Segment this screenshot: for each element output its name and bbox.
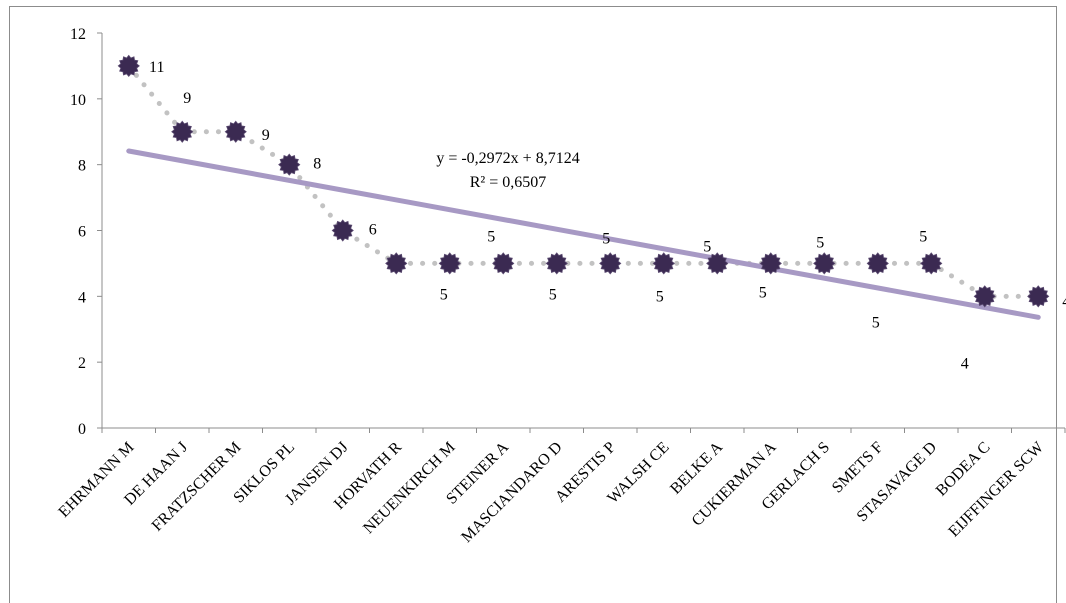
- category-label: NEUENKIRCH M: [360, 439, 458, 537]
- category-label: EIJFFINGER SCW: [945, 438, 1047, 540]
- series-line: [126, 63, 1041, 299]
- data-label: 5: [872, 314, 880, 331]
- data-label: 5: [816, 234, 824, 251]
- trendline-group: [126, 148, 1041, 320]
- y-axis-ticks: 0 2 4 6 8 10 12: [70, 26, 102, 438]
- data-point: [545, 252, 568, 275]
- data-point: [331, 219, 354, 242]
- data-label: 5: [703, 238, 711, 255]
- data-point: [171, 120, 194, 143]
- y-tick-label: 2: [78, 355, 86, 372]
- data-point: [813, 252, 836, 275]
- y-tick-label: 6: [78, 224, 86, 241]
- y-tick-label: 0: [78, 421, 86, 438]
- data-label: 5: [549, 286, 557, 303]
- category-label: FRATZSCHER M: [149, 439, 245, 535]
- data-point: [599, 252, 622, 275]
- data-point: [492, 252, 515, 275]
- data-point: [385, 252, 408, 275]
- data-point: [278, 153, 301, 176]
- trendline-r-squared: R² = 0,6507: [470, 174, 547, 191]
- data-labels: 1199865555555555544: [149, 59, 1066, 372]
- data-label: 5: [656, 288, 664, 305]
- data-point: [117, 54, 140, 78]
- data-label: 5: [487, 228, 495, 245]
- chart-frame: [9, 6, 1057, 603]
- data-label: 6: [369, 222, 377, 239]
- category-label: MASCIANDARO D: [458, 439, 565, 546]
- trendline-equation: y = -0,2972x + 8,7124: [436, 150, 579, 167]
- data-point: [920, 252, 943, 275]
- y-tick-label: 4: [78, 289, 86, 306]
- data-label: 9: [183, 90, 191, 107]
- data-point: [973, 285, 996, 308]
- data-label: 5: [440, 286, 448, 303]
- data-point: [438, 252, 461, 275]
- data-label: 5: [919, 228, 927, 245]
- data-point: [652, 252, 675, 275]
- data-label: 11: [149, 59, 164, 76]
- y-tick-label: 12: [70, 26, 86, 43]
- data-label: 9: [262, 127, 270, 144]
- data-point: [1027, 285, 1050, 308]
- data-label: 4: [1062, 293, 1066, 310]
- data-label: 4: [961, 355, 969, 372]
- data-point: [866, 252, 889, 275]
- y-tick-label: 8: [78, 158, 86, 175]
- data-point: [759, 252, 782, 275]
- data-point: [706, 252, 729, 275]
- data-point: [224, 120, 247, 143]
- data-label: 5: [602, 230, 610, 247]
- data-label: 8: [313, 156, 321, 173]
- trendline: [126, 148, 1041, 320]
- data-label: 5: [759, 284, 767, 301]
- series-connector: [126, 63, 1041, 299]
- y-tick-label: 10: [70, 92, 86, 109]
- category-label: EHRMANN M: [55, 439, 137, 521]
- data-markers: [117, 54, 1050, 308]
